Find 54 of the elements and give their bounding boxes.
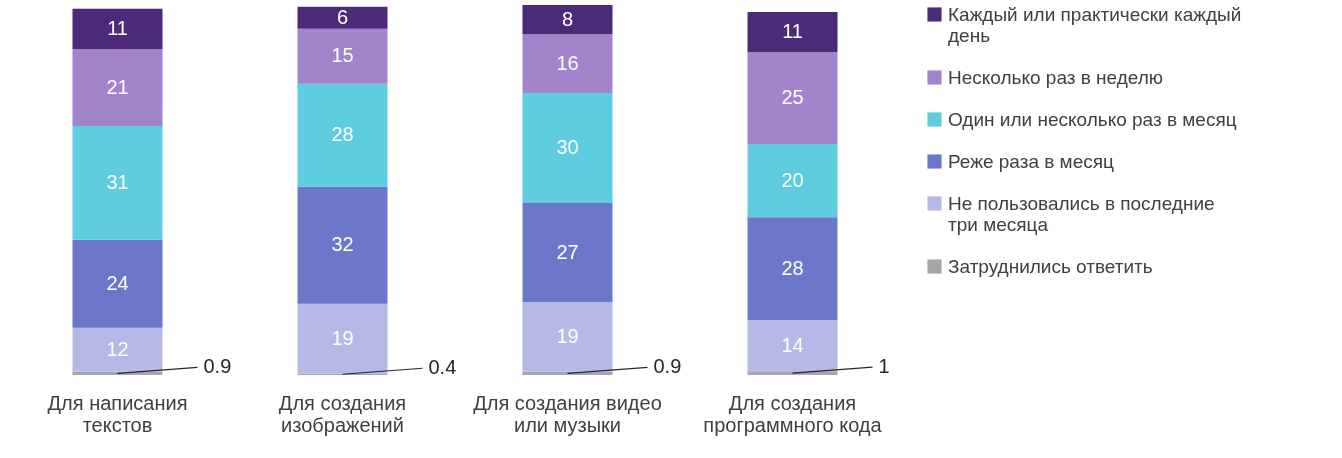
- legend-label: Каждый или практически каждый день: [948, 3, 1242, 46]
- data-label: 27: [556, 240, 579, 263]
- bar: [522, 93, 613, 204]
- bar: [297, 186, 388, 304]
- bar: [72, 126, 163, 240]
- bar: [297, 6, 388, 29]
- data-label: 30: [556, 136, 579, 159]
- bar: [297, 303, 388, 374]
- bar: [522, 302, 613, 372]
- bar: [747, 320, 838, 372]
- bar: [72, 49, 163, 127]
- bar: [72, 327, 163, 372]
- data-label: 16: [556, 51, 579, 74]
- bar: [297, 28, 388, 84]
- data-label: 28: [781, 256, 804, 279]
- bar: [747, 143, 838, 218]
- x-tick-label: Для создания видео или музыки: [473, 391, 662, 436]
- data-label: 25: [781, 86, 804, 109]
- x-tick-label: Для создания программного кода: [703, 391, 883, 436]
- data-label: 0.9: [203, 355, 232, 378]
- data-label: 28: [331, 123, 354, 146]
- data-label: 19: [331, 326, 354, 349]
- legend-label: Затруднились ответить: [948, 255, 1153, 277]
- data-label: 11: [107, 16, 128, 39]
- data-label: 6: [336, 5, 349, 28]
- x-tick-label: Для написания текстов: [47, 391, 188, 436]
- legend-label: Несколько раз в неделю: [948, 66, 1164, 88]
- x-tick-label: Для создания изображений: [278, 391, 407, 436]
- data-label: 19: [556, 324, 579, 347]
- bar: [522, 34, 613, 94]
- bar: [747, 52, 838, 144]
- data-label: 21: [106, 75, 129, 98]
- bar: [72, 239, 163, 328]
- bar: [522, 5, 613, 35]
- legend-label: Реже раза в месяц: [948, 150, 1115, 172]
- data-label: 8: [561, 7, 574, 30]
- bar: [297, 83, 388, 187]
- bar: [72, 8, 163, 49]
- data-label: 12: [106, 337, 129, 360]
- data-label: 24: [106, 271, 129, 294]
- data-label: 32: [331, 233, 354, 256]
- data-label: 15: [331, 44, 354, 67]
- data-label: 1: [878, 355, 890, 378]
- data-label: 11: [782, 20, 803, 43]
- legend-label: Один или несколько раз в месяц: [948, 108, 1237, 130]
- data-label: 14: [781, 333, 804, 356]
- data-label: 20: [781, 168, 804, 191]
- legend-label: Не пользовались в последние три месяца: [948, 192, 1215, 235]
- data-label: 31: [106, 170, 129, 193]
- data-label: 0.4: [428, 356, 457, 379]
- data-label: 0.9: [653, 355, 682, 378]
- bar: [747, 11, 838, 53]
- bar: [522, 203, 613, 303]
- bar: [747, 217, 838, 320]
